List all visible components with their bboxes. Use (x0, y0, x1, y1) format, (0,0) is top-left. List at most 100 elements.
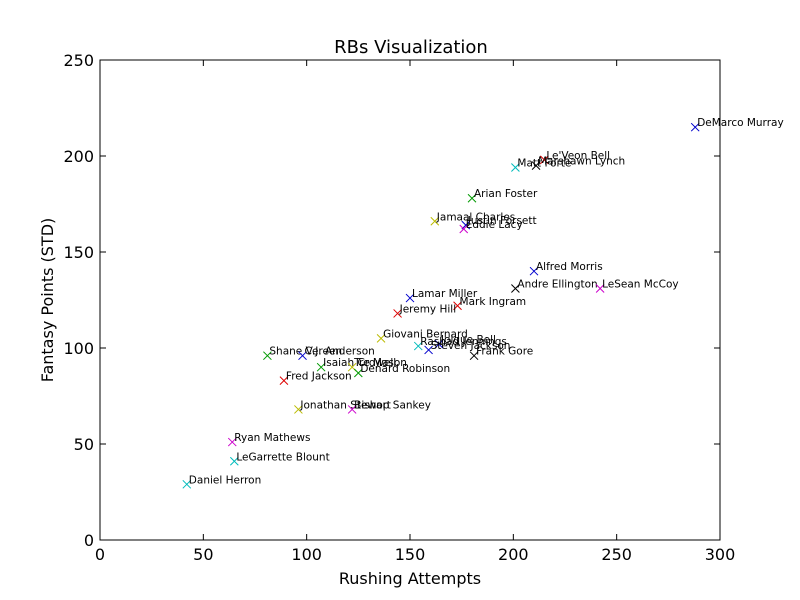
point-marker (347, 405, 357, 414)
y-tick-label: 150 (63, 243, 94, 262)
data-point: Denard Robinson (353, 363, 450, 378)
data-point: Shane Vereen (263, 346, 342, 361)
x-tick-label: 50 (193, 545, 213, 564)
data-point: C.J. Anderson (298, 346, 375, 361)
x-tick-label: 100 (291, 545, 322, 564)
data-point: LeGarrette Blount (229, 451, 330, 466)
point-label: Giovani Bernard (383, 328, 468, 340)
point-marker (434, 339, 444, 349)
y-axis-label: Fantasy Points (STD) (38, 218, 57, 383)
axis-ticks: 0 50 100 150 200 250 300 0 50 100 150 200 250 (63, 51, 735, 564)
data-point: Le'Veon Bell (539, 150, 610, 165)
point-marker (229, 456, 239, 466)
point-marker (279, 376, 289, 385)
data-point: LeSean McCoy (595, 278, 679, 293)
point-label: Mark Ingram (460, 296, 527, 308)
point-label: Denard Robinson (360, 363, 450, 375)
data-point: Jamaal Charles (430, 211, 515, 226)
point-label: DeMarco Murray (697, 117, 783, 129)
data-point: Mark Ingram (453, 296, 527, 311)
point-label: Bishop Sankey (354, 399, 431, 411)
plot-frame (99, 59, 721, 541)
point-label: Daniel Herron (189, 474, 261, 486)
x-tick-label: 150 (395, 545, 426, 564)
point-label: Shane Vereen (269, 346, 342, 358)
data-point: Andre Ellington (511, 278, 598, 293)
data-point: Ryan Mathews (227, 432, 310, 447)
point-label: Jonathan Stewart (299, 399, 391, 411)
point-marker (531, 161, 541, 170)
data-point: Marshawn Lynch (531, 156, 625, 170)
point-label: LeSean McCoy (602, 278, 678, 290)
data-point: Giovani Bernard (376, 328, 468, 343)
data-point: Fred Jackson (279, 371, 352, 385)
data-point: Rashad Jennings (413, 336, 507, 351)
point-marker (413, 341, 423, 351)
data-point: Isaiah Crowell (316, 357, 396, 372)
point-label: Tre Mason (353, 357, 407, 369)
point-marker (294, 405, 303, 414)
point-label: Andre Ellington (517, 278, 597, 290)
point-label: Le'Veon Bell (546, 150, 610, 162)
point-marker (467, 193, 477, 203)
point-label: Eddie Lacy (466, 219, 523, 231)
point-label: Marshawn Lynch (538, 156, 625, 168)
point-label: Jeremy Hill (399, 303, 457, 315)
point-label: Joique Bell (440, 334, 496, 346)
point-marker (595, 284, 605, 293)
x-tick-label: 0 (95, 545, 105, 564)
data-point: Tre Mason (347, 357, 407, 372)
point-marker (529, 266, 539, 276)
point-marker (469, 351, 479, 361)
point-marker (453, 301, 462, 311)
x-axis-label: Rushing Attempts (339, 569, 481, 588)
point-marker (690, 122, 700, 132)
y-tick-label: 0 (84, 531, 94, 550)
point-marker (405, 293, 415, 303)
data-point: Matt Forte (511, 158, 571, 172)
point-marker (511, 163, 520, 172)
y-tick-label: 250 (63, 51, 94, 70)
point-label: Steven Jackson (431, 340, 511, 352)
x-tick-label: 250 (601, 545, 632, 564)
point-label: Ryan Mathews (234, 432, 310, 444)
point-label: LeGarrette Blount (236, 451, 329, 463)
point-label: Lamar Miller (412, 288, 478, 300)
point-marker (353, 368, 363, 378)
point-label: Justin Forsett (467, 215, 537, 227)
point-marker (227, 437, 237, 447)
data-point: Eddie Lacy (459, 219, 523, 234)
point-marker (393, 309, 402, 318)
point-marker (459, 224, 469, 234)
point-marker (298, 351, 307, 361)
data-point: Joique Bell (434, 334, 496, 349)
point-marker (263, 351, 272, 361)
x-tick-label: 300 (705, 545, 736, 564)
data-point: Steven Jackson (424, 340, 511, 355)
chart-title: RBs Visualization (334, 37, 488, 58)
point-label: Alfred Morris (536, 261, 603, 273)
point-label: Isaiah Crowell (323, 357, 396, 369)
point-label: Jamaal Charles (436, 211, 515, 223)
data-point: DeMarco Murray (690, 117, 784, 132)
point-label: C.J. Anderson (305, 346, 375, 358)
data-point: Frank Gore (469, 346, 533, 361)
point-label: Matt Forte (517, 158, 571, 170)
point-marker (539, 155, 549, 165)
x-tick-label: 200 (498, 545, 529, 564)
data-point: Arian Foster (467, 188, 538, 203)
point-marker (511, 284, 520, 293)
point-marker (430, 216, 440, 226)
point-label: Fred Jackson (286, 371, 352, 383)
data-point: Jeremy Hill (393, 303, 457, 318)
point-marker (316, 362, 326, 372)
data-point: Lamar Miller (405, 288, 478, 303)
y-tick-label: 50 (74, 435, 94, 454)
point-marker (376, 334, 386, 343)
y-tick-label: 200 (63, 147, 94, 166)
data-point: Alfred Morris (529, 261, 603, 276)
point-label: Rashad Jennings (420, 336, 507, 348)
y-tick-label: 100 (63, 339, 94, 358)
